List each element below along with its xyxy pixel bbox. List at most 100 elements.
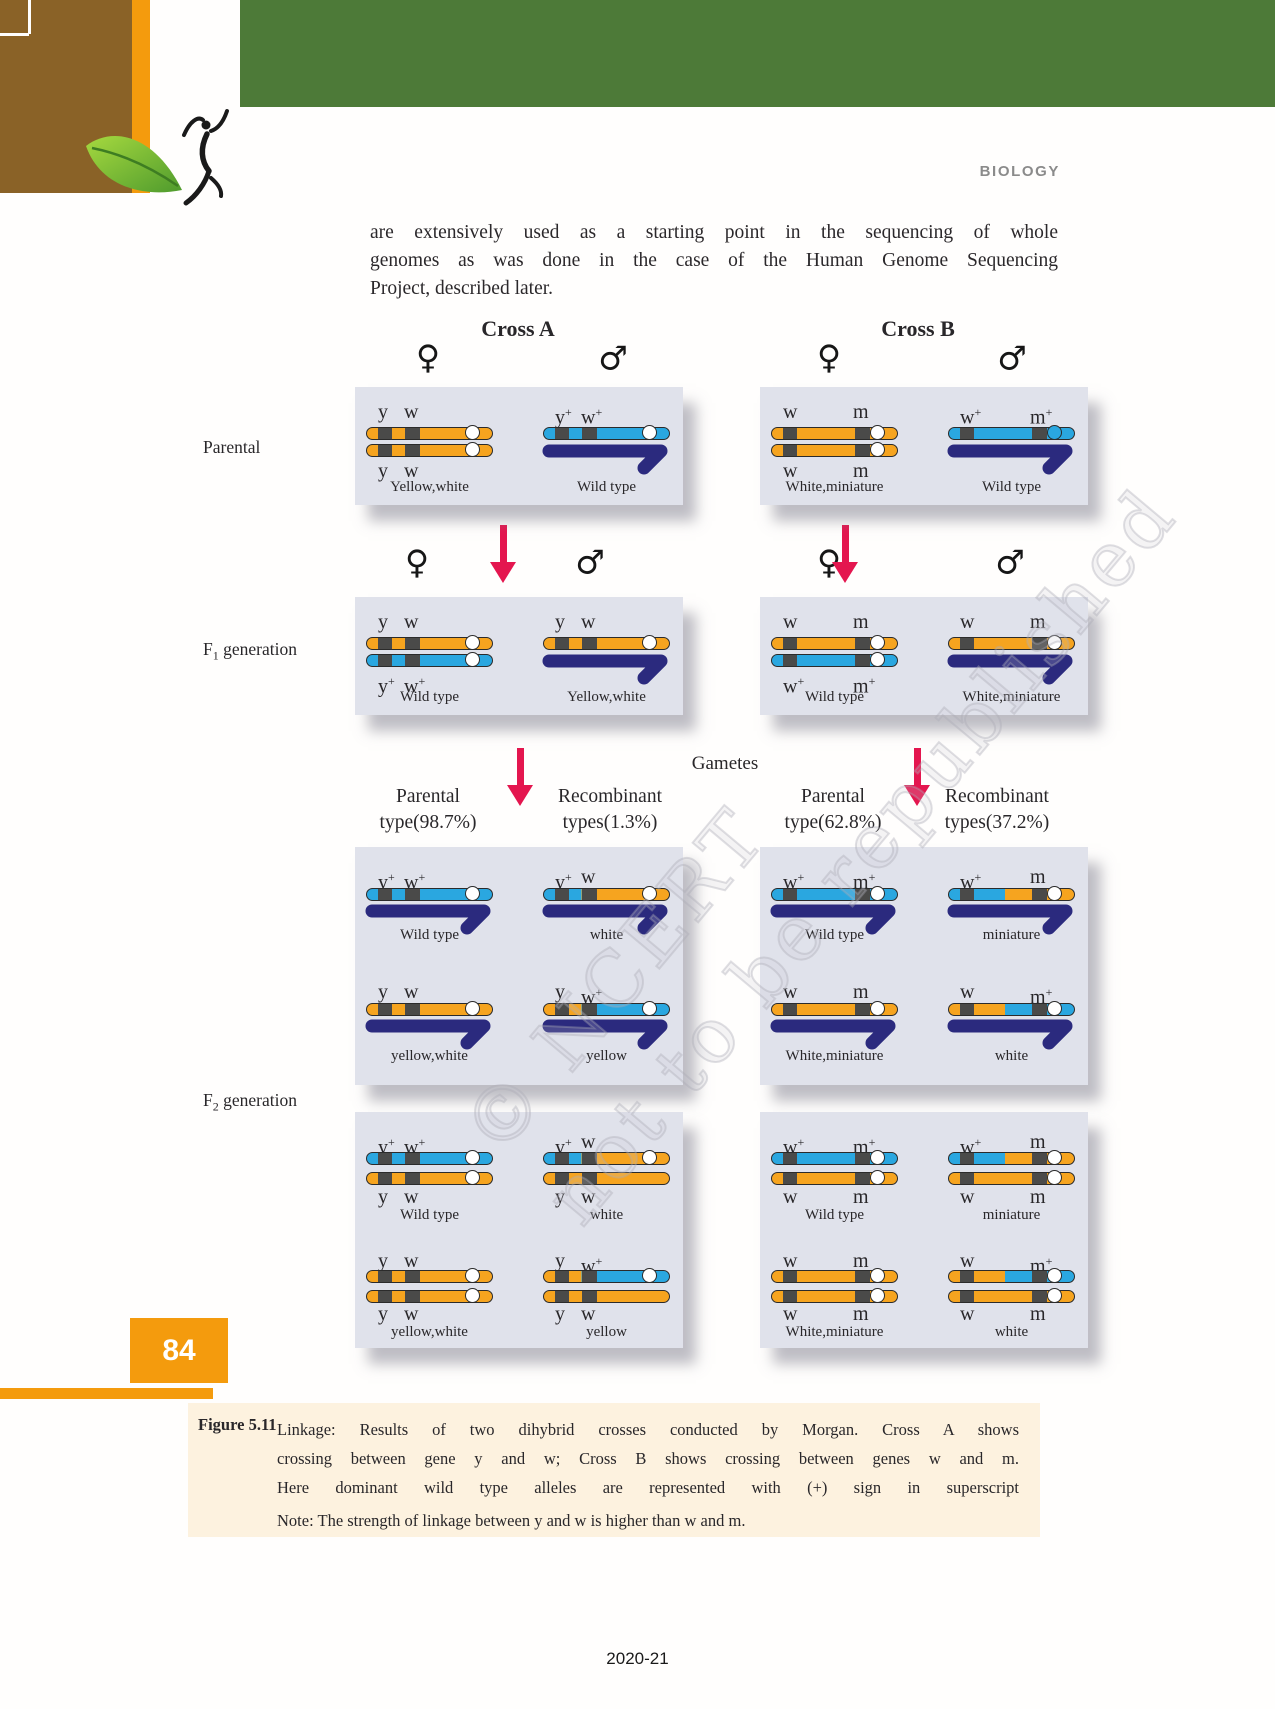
chromosome-bar [948, 1003, 1075, 1016]
gene-band [377, 445, 393, 456]
cross-arrow-icon [904, 748, 930, 806]
chromosome-bar [948, 1152, 1075, 1165]
arrow-shaft [516, 748, 524, 785]
f2-sub: 2 [212, 1099, 219, 1114]
y-chromosome-hook [542, 904, 668, 935]
centromere-circle [870, 1170, 885, 1185]
gene-band [855, 1271, 870, 1282]
gene-label: y [378, 981, 388, 1003]
gene-label: y [378, 460, 388, 482]
cross-b-gametes-panel: w+ m+ Wild type w+ m miniature w m White,miniatu… [760, 847, 1088, 1085]
chromosome-bar [543, 637, 670, 650]
caption-label: Figure 5.11 [198, 1415, 277, 1434]
chromosome-bar [543, 1003, 670, 1016]
centromere-circle [465, 1288, 480, 1303]
gene-label-row: y+ w [543, 1132, 688, 1158]
gene-label: w+ [960, 870, 982, 894]
phenotype-label: Wild type [400, 1207, 459, 1223]
caption-text: Linkage: Results of two dihybrid crosses… [277, 1415, 1019, 1535]
header-line: Parental [801, 786, 865, 807]
chromosome-bar [771, 654, 898, 667]
ncert-dancer-icon [182, 109, 229, 206]
gene-band [554, 1291, 570, 1302]
gene-band [554, 889, 570, 900]
gene-band [377, 428, 393, 439]
chromosome-bar [366, 654, 493, 667]
chromosome-group: w m White,miniature [947, 597, 1098, 715]
chromosome-bar [771, 888, 898, 901]
gamete-column-header: Parental type(62.8%) [785, 784, 882, 836]
centromere-circle [870, 1150, 885, 1165]
chromosome-group: w+ m miniature [947, 847, 1098, 1085]
cross-arrow-icon [490, 525, 516, 583]
gene-band [582, 1291, 597, 1302]
y-chromosome-hook [542, 444, 668, 475]
gene-label: m [853, 981, 869, 1003]
header-line: type(62.8%) [784, 812, 882, 833]
chromosome-bar [543, 1152, 670, 1165]
centromere-circle [1047, 635, 1062, 650]
centromere-circle [870, 652, 885, 667]
centromere-circle [1047, 1268, 1062, 1283]
caption-line: Linkage: Results of two dihybrid crosses… [277, 1420, 1019, 1439]
gene-band [1032, 1173, 1047, 1184]
gene-label-row: y+ w [543, 867, 688, 893]
gene-band [554, 1004, 570, 1015]
paragraph-line: are extensively used as a starting point… [370, 222, 1058, 243]
cross-arrow-icon [507, 748, 533, 806]
cross-a-f2-panel: y+ w+ y w Wild type y+ w y w white y w y w yellow,whit… [355, 1112, 683, 1348]
gene-band [405, 638, 420, 649]
gene-label-row: w+ m+ [948, 402, 1093, 428]
header-line: Recombinant [558, 786, 662, 807]
gene-band [959, 1153, 975, 1164]
cross-a-title: Cross A [481, 316, 555, 341]
chromosome-group: y w y w Yellow,white [366, 387, 516, 505]
phenotype-label: Wild type [400, 689, 459, 705]
gene-label: w [783, 981, 798, 1003]
registration-mark [28, 0, 31, 34]
chromosome-group: w m w+ m+ Wild type [771, 597, 921, 715]
gene-label: m [853, 460, 869, 482]
gene-label-row: y+ w+ [366, 671, 511, 697]
centromere-circle [642, 1150, 657, 1165]
y-chromosome-hook [947, 1019, 1073, 1050]
y-chromosome-hook [770, 904, 896, 935]
gene-band [377, 1004, 393, 1015]
chromosome-bar [771, 637, 898, 650]
chromosome-group: y+ w white [542, 847, 693, 1085]
gene-band [782, 1153, 798, 1164]
gene-band [855, 1173, 870, 1184]
phenotype-label: yellow,white [391, 1048, 468, 1064]
gene-band [405, 889, 420, 900]
gene-label: m+ [853, 870, 876, 894]
gene-label: y [555, 981, 565, 1003]
gene-band [782, 1291, 798, 1302]
female-symbol: ♀ [816, 337, 842, 377]
gene-label: w [404, 1250, 419, 1272]
phenotype-label: miniature [982, 1207, 1041, 1223]
gene-band [855, 638, 870, 649]
gene-band [782, 428, 798, 439]
page-number: 84 [162, 1333, 196, 1367]
caption-line: crossing between gene y and w; Cross B s… [277, 1449, 1019, 1468]
page-number-bar [0, 1388, 213, 1399]
gene-label: y [555, 1186, 565, 1208]
gene-band [959, 1173, 975, 1184]
chromosome-group: w m+ w m white [948, 1112, 1098, 1348]
f2-pre: F [203, 1090, 213, 1110]
gene-label-row: y+ w+ [366, 867, 511, 893]
gene-label: w+ [581, 405, 603, 429]
centromere-circle [465, 1001, 480, 1016]
f1-sub: 1 [212, 648, 219, 663]
chromosome-group: w m White,miniature [770, 847, 921, 1085]
gene-band [959, 889, 975, 900]
chromosome-group: w m w m White,miniature [771, 387, 921, 505]
gene-band [554, 1173, 570, 1184]
chromosome-group: w+ m+ Wild type [770, 847, 921, 1085]
gene-label: w [783, 1186, 798, 1208]
gene-band [377, 1291, 393, 1302]
gene-label: y [378, 1250, 388, 1272]
gene-band [405, 1153, 420, 1164]
